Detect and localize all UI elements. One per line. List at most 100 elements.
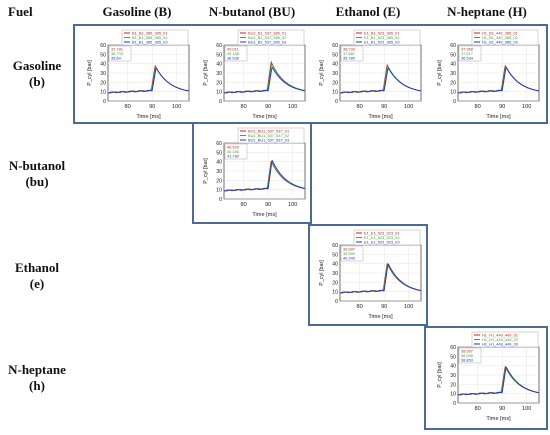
x-tick-label: 80 [475, 406, 481, 412]
x-tick-label: 90 [381, 104, 387, 110]
y-tick-label: 60 [216, 141, 222, 147]
legend: BU1_BU1_537_537_01BU1_BU1_537_537_02BU1_… [237, 127, 305, 144]
y-tick-label: 10 [450, 90, 456, 96]
x-tick-label: 90 [499, 406, 505, 412]
peak-label: 42.011 [227, 46, 239, 51]
legend: B1_B1_385_385_01B1_B1_385_385_02B1_B1_38… [121, 29, 189, 46]
series-line [339, 67, 422, 94]
y-tick-label: 50 [450, 354, 456, 360]
y-tick-label: 40 [100, 62, 106, 68]
n-butanol-frame [192, 122, 312, 224]
chart-0-3: 0 10 20 30 40 50 60 80 90 100 P_cyl [bar] Time [ms]… [437, 29, 540, 120]
y-tick-label: 0 [219, 197, 222, 203]
y-axis-label: P_cyl [bar] [203, 158, 209, 184]
x-axis-label: Time [ms] [368, 114, 393, 120]
peak-box-frame [224, 45, 248, 62]
x-tick-label: 80 [357, 104, 363, 110]
y-axis-label: P_cyl [bar] [87, 60, 93, 86]
row-label-gasoline: Gasoline (b) [0, 58, 74, 90]
x-tick-label: 100 [288, 202, 297, 208]
peak-label: 38.733 [343, 46, 355, 51]
legend: H1_H1_449_449_01H1_H1_449_449_02H1_H1_44… [471, 331, 539, 348]
legend-entry: BU1_BU1_537_537_02 [248, 133, 289, 138]
n-heptane-frame [424, 326, 548, 430]
y-tick-label: 30 [216, 71, 222, 77]
column-header-n-heptane: N-heptane (H) [447, 4, 527, 19]
x-axis-label: Time [ms] [252, 114, 277, 120]
row-label-n-heptane: N-heptane (h) [0, 362, 74, 394]
y-tick-label: 60 [216, 43, 222, 49]
y-tick-label: 10 [332, 90, 338, 96]
series-line [457, 366, 540, 396]
y-tick-label: 60 [332, 43, 338, 49]
y-tick-label: 40 [216, 62, 222, 68]
y-axis-label: P_cyl [bar] [319, 260, 325, 286]
x-tick-label: 90 [381, 304, 387, 310]
legend-entry: H1_B1_449_385_01 [482, 31, 518, 36]
legend-entry: H1_H1_449_449_02 [482, 337, 518, 342]
peak-label: 35.780 [343, 56, 356, 61]
peak-box-frame [458, 347, 482, 364]
peak-box-frame [458, 45, 482, 62]
y-tick-label: 20 [100, 80, 106, 86]
y-axis-label: P_cyl [bar] [437, 362, 443, 388]
legend-entry: BU1_B1_537_385_02 [248, 35, 286, 40]
legend-entry: H1_B1_449_385_03 [482, 40, 518, 45]
legend-entry: E1_E1_523_523_02 [364, 235, 399, 240]
peak-label: 40.349 [343, 256, 355, 261]
legend-box [471, 29, 539, 46]
legend: H1_B1_449_385_01H1_B1_449_385_02H1_B1_44… [471, 29, 539, 46]
x-tick-label: 80 [475, 104, 481, 110]
y-tick-label: 30 [332, 71, 338, 77]
y-tick-label: 60 [332, 243, 338, 249]
peak-label: 39.590 [343, 251, 356, 256]
x-axis-label: Time [ms] [486, 114, 511, 120]
fuel-header: Fuel [8, 4, 33, 19]
x-axis-label: Time [ms] [136, 114, 161, 120]
y-tick-label: 50 [450, 52, 456, 58]
chart-2-2: 0 10 20 30 40 50 60 80 90 100 P_cyl [bar] Time [ms]… [319, 229, 422, 320]
series-line [223, 66, 306, 94]
legend-box [353, 229, 421, 246]
peak-label: 38.957 [461, 348, 473, 353]
row-label-n-butanol-name: N-butanol [8, 158, 66, 173]
column-header-ethanol: Ethanol (E) [335, 4, 401, 19]
legend-box [471, 331, 539, 348]
peak-box-frame [340, 245, 364, 262]
y-tick-label: 50 [332, 52, 338, 58]
x-axis-label: Time [ms] [368, 314, 393, 320]
y-tick-label: 10 [216, 188, 222, 194]
legend-box [121, 29, 189, 46]
legend-box [237, 29, 305, 46]
y-tick-label: 50 [216, 52, 222, 58]
legend-entry: B1_B1_385_385_01 [132, 31, 167, 36]
y-tick-label: 50 [332, 252, 338, 258]
legend-entry: E1_E1_523_523_01 [364, 231, 399, 236]
legend-entry: E1_B1_523_385_01 [364, 31, 399, 36]
legend-entry: BU1_B1_537_385_01 [248, 31, 286, 36]
row-label-n-butanol: N-butanol (bu) [0, 158, 74, 190]
chart-0-0: 0 10 20 30 40 50 60 80 90 100 P_cyl [bar] Time [ms]… [87, 29, 190, 120]
series-line [223, 159, 306, 192]
peak-label: 36.733 [111, 51, 123, 56]
x-tick-label: 80 [125, 104, 131, 110]
x-tick-label: 100 [404, 104, 413, 110]
peak-label: 36.538 [227, 56, 239, 61]
y-tick-label: 30 [100, 71, 106, 77]
x-tick-label: 80 [241, 202, 247, 208]
row-label-gasoline-name: Gasoline [12, 58, 62, 73]
y-tick-label: 0 [453, 401, 456, 407]
y-tick-label: 20 [332, 80, 338, 86]
series-line [339, 263, 422, 294]
y-tick-label: 50 [100, 52, 106, 58]
legend-box [353, 29, 421, 46]
column-header-n-butanol: N-butanol (BU) [208, 4, 296, 19]
y-axis-label: P_cyl [bar] [437, 60, 443, 86]
y-tick-label: 10 [216, 90, 222, 96]
legend-entry: H1_H1_449_449_01 [482, 333, 518, 338]
legend-entry: BU1_BU1_537_537_03 [248, 138, 289, 143]
y-tick-label: 50 [216, 150, 222, 156]
